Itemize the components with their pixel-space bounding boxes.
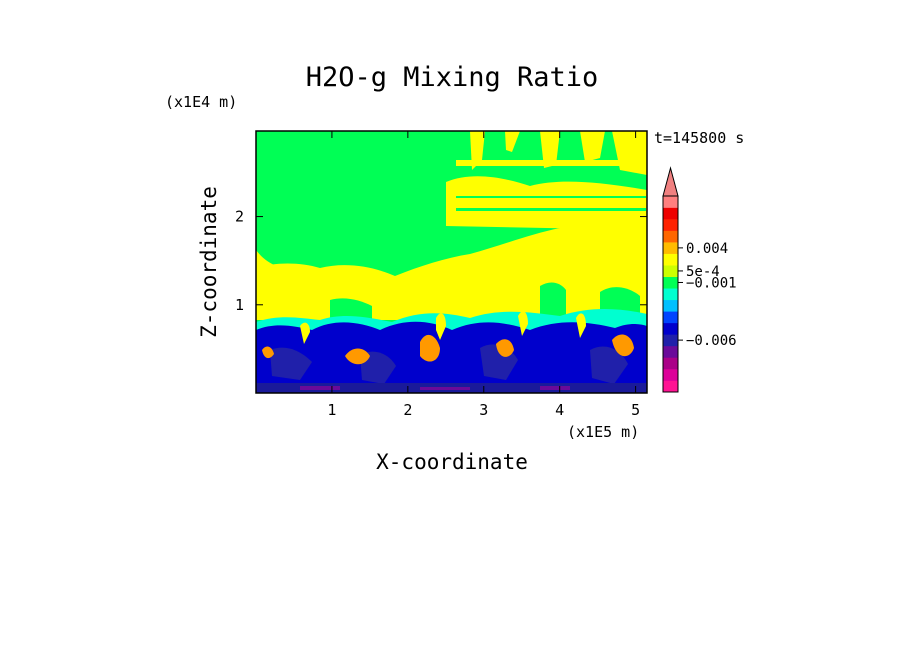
plot-area: [256, 131, 647, 393]
colorbar-segment-10: [663, 265, 678, 278]
x-unit-label: (x1E5 m): [567, 423, 639, 441]
colorbar-label-0: 0.004: [686, 241, 728, 257]
colorbar-segment-11: [663, 253, 678, 266]
colorbar-segment-2: [663, 357, 678, 370]
colorbar-segment-8: [663, 288, 678, 301]
colorbar-segment-4: [663, 334, 678, 347]
x-tick-label-3: 4: [555, 401, 564, 419]
boundary-layer: [256, 321, 647, 393]
y-axis-label: Z-coordinate: [197, 186, 221, 338]
colorbar-segment-16: [663, 196, 678, 208]
blue-patches: [270, 344, 628, 384]
x-axis-label: X-coordinate: [376, 450, 528, 474]
colorbar-segment-5: [663, 322, 678, 335]
x-tick-label-1: 2: [403, 401, 412, 419]
colorbar: 0.004 5e-4−0.001 −0.006: [662, 166, 737, 393]
y-tick-label-1: 2: [235, 208, 244, 226]
surface-layer: [256, 383, 647, 393]
time-label: t=145800 s: [654, 129, 744, 147]
x-tick-label-4: 5: [631, 401, 640, 419]
colorbar-label-3: −0.006: [686, 333, 737, 349]
y-unit-label: (x1E4 m): [165, 93, 237, 111]
colorbar-segment-13: [663, 230, 678, 243]
yellow-plumes: [300, 311, 586, 344]
colorbar-segment-15: [663, 207, 678, 220]
x-axis-ticks: 1 2 3 4 5: [327, 131, 640, 419]
y-tick-label-0: 1: [235, 296, 244, 314]
colorbar-segment-12: [663, 242, 678, 254]
y-axis-ticks: 12: [235, 208, 647, 314]
colorbar-segment-7: [663, 299, 678, 312]
chart-title: H2O-g Mixing Ratio: [306, 62, 599, 93]
colorbar-segment-6: [663, 311, 678, 324]
colorbar-segment-9: [663, 276, 678, 289]
x-tick-label-2: 3: [479, 401, 488, 419]
plot-frame: [255, 130, 648, 394]
colorbar-segment-1: [663, 368, 678, 381]
cloud-cores: [262, 334, 634, 365]
colorbar-segment-3: [663, 345, 678, 358]
colorbar-extend-arrow: [662, 166, 679, 197]
colorbar-label-2: −0.001: [686, 275, 737, 291]
colorbar-segment-14: [663, 219, 678, 231]
x-tick-label-0: 1: [327, 401, 336, 419]
colorbar-label-1: 5e-4: [686, 264, 720, 280]
colorbar-segment-0: [663, 380, 678, 393]
